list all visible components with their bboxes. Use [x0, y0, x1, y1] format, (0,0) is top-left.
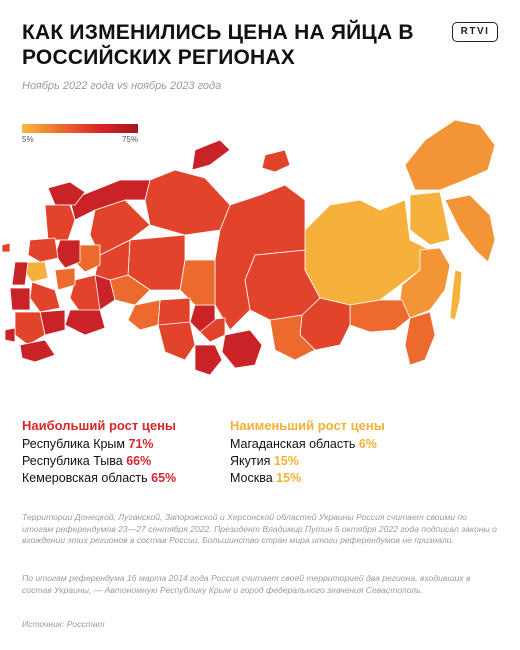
- region-name: Магаданская область: [230, 437, 356, 451]
- region-tyva: [221, 329, 263, 369]
- legend-max-label: 75%: [121, 135, 138, 144]
- highest-growth-heading: Наибольший рост цены: [22, 418, 177, 433]
- page-title: КАК ИЗМЕНИЛИСЬ ЦЕНА НА ЯЙЦА В РОССИЙСКИХ…: [22, 21, 414, 69]
- legend-labels: 5% 75%: [22, 135, 138, 147]
- region-caucasus: [19, 339, 56, 363]
- region-name: Кемеровская область: [22, 471, 148, 485]
- lowest-item: Якутия 15%: [230, 453, 385, 470]
- footnote-annexed-regions: Территории Донецкой, Луганской, Запорожс…: [22, 512, 497, 545]
- lowest-growth-block: Наименьший рост цены Магаданская область…: [230, 418, 385, 487]
- region-central-1: [11, 261, 29, 286]
- region-kirov: [54, 239, 81, 269]
- region-value: 66%: [126, 454, 152, 468]
- region-novaya-zemlya: [191, 139, 231, 171]
- region-crimea: [4, 327, 16, 343]
- highest-growth-block: Наибольший рост цены Республика Крым 71%…: [22, 418, 176, 487]
- russia-regions-map: [1, 119, 496, 376]
- region-magadan: [409, 191, 451, 246]
- region-vologda: [27, 237, 59, 263]
- region-kamchatka: [444, 194, 496, 263]
- source-note: Источник: Росстат: [22, 619, 105, 629]
- region-khabarovsk: [399, 247, 451, 319]
- region-south-1: [14, 311, 46, 346]
- region-sakhalin: [449, 269, 463, 321]
- region-chukotka: [404, 119, 496, 191]
- lowest-growth-heading: Наименьший рост цены: [230, 418, 385, 433]
- region-value: 15%: [276, 471, 302, 485]
- region-moscow: [24, 261, 49, 283]
- region-karelia: [44, 204, 76, 241]
- footnote-crimea: По итогам референдума 16 марта 2014 года…: [22, 573, 471, 595]
- region-kaliningrad: [1, 242, 11, 253]
- region-omsk: [127, 299, 161, 331]
- region-central-3: [9, 287, 31, 311]
- region-severnaya-zemlya: [261, 149, 291, 173]
- lowest-item: Москва 15%: [230, 470, 385, 487]
- region-altai-krai: [157, 321, 196, 361]
- rtvi-logo: RTVI: [452, 22, 498, 42]
- region-value: 65%: [151, 471, 177, 485]
- region-name: Москва: [230, 471, 273, 485]
- region-value: 71%: [128, 437, 154, 451]
- region-orenburg: [64, 309, 106, 336]
- lowest-item: Магаданская область 6%: [230, 436, 385, 453]
- region-central-2: [29, 281, 61, 313]
- highest-item: Республика Крым 71%: [22, 436, 176, 453]
- region-name: Республика Тыва: [22, 454, 123, 468]
- legend-min-label: 5%: [22, 135, 34, 144]
- region-primorye: [404, 311, 436, 366]
- region-arkhangelsk: [69, 179, 151, 221]
- region-value: 15%: [273, 454, 299, 468]
- region-tatarstan: [54, 267, 76, 291]
- region-yanao: [144, 169, 231, 236]
- region-name: Республика Крым: [22, 437, 126, 451]
- highest-item: Республика Тыва 66%: [22, 453, 176, 470]
- region-altai: [194, 344, 223, 376]
- region-murmansk: [47, 181, 86, 206]
- region-value: 6%: [358, 437, 377, 451]
- color-legend: 5% 75%: [22, 124, 138, 147]
- region-amur: [349, 299, 411, 333]
- region-name: Якутия: [230, 454, 271, 468]
- subtitle: Ноябрь 2022 года vs ноябрь 2023 года: [22, 80, 222, 92]
- highest-item: Кемеровская область 65%: [22, 470, 176, 487]
- legend-gradient-bar: [22, 124, 138, 133]
